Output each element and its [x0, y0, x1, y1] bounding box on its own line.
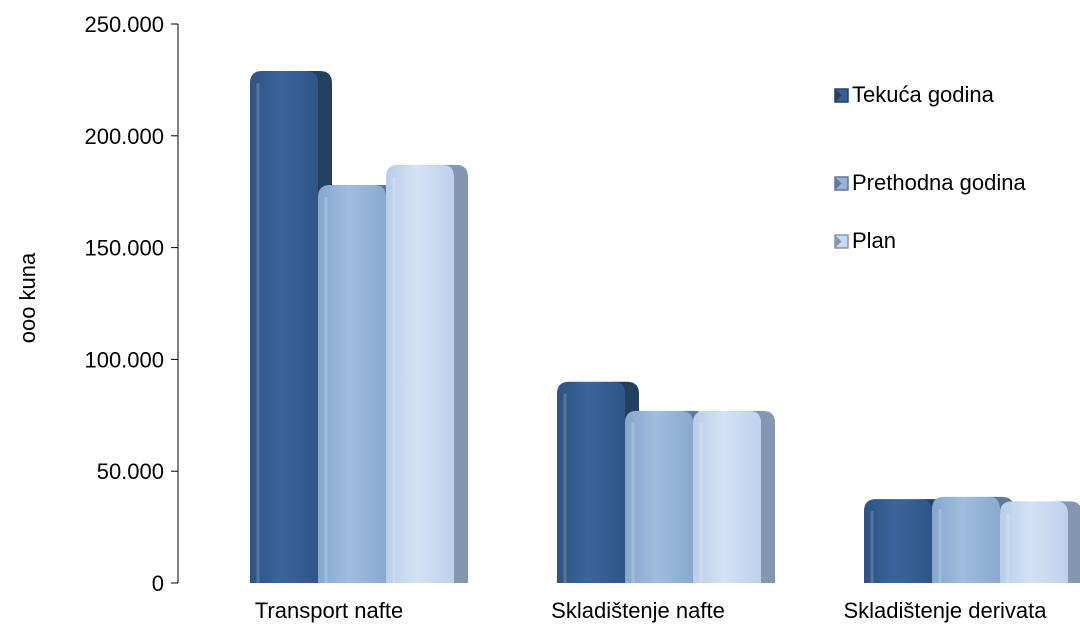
legend-swatch-shade: [835, 235, 842, 248]
y-tick-label: 50.000: [97, 459, 164, 484]
legend-label: Prethodna godina: [852, 170, 1026, 195]
y-tick-label: 100.000: [84, 347, 164, 372]
legend-item: Prethodna godina: [834, 170, 1026, 195]
legend: Tekuća godina Prethodna godina Plan: [834, 82, 1026, 253]
y-tick-label: 0: [152, 571, 164, 596]
x-axis-labels: Transport nafte Skladištenje nafte Skladiš…: [255, 598, 1047, 623]
bar-front: [318, 184, 386, 583]
legend-label: Plan: [852, 228, 896, 253]
bar-front: [386, 164, 454, 584]
bars-group: [250, 70, 1080, 584]
bar-front: [1000, 501, 1068, 583]
bar: [386, 164, 468, 584]
legend-item: Tekuća godina: [834, 82, 995, 107]
y-tick-label: 150.000: [84, 236, 164, 261]
x-category-label: Transport nafte: [255, 598, 403, 623]
bar: [693, 410, 775, 583]
y-axis-label: ooo kuna: [15, 252, 40, 343]
bar-front: [864, 499, 932, 583]
y-tick-label: 200.000: [84, 124, 164, 149]
legend-label: Tekuća godina: [852, 82, 995, 107]
bar-front: [250, 70, 318, 584]
bar-front: [625, 410, 693, 583]
y-axis: 0 50.000 100.000 150.000 200.000 250.000: [84, 12, 179, 596]
bar-front: [557, 381, 625, 583]
legend-swatch-shade: [835, 177, 842, 190]
bar-front: [693, 410, 761, 583]
x-category-label: Skladištenje nafte: [551, 598, 725, 623]
bar-front: [932, 496, 1000, 583]
bar: [1000, 501, 1080, 583]
legend-item: Plan: [834, 228, 896, 253]
legend-swatch-shade: [835, 89, 842, 102]
y-tick-label: 250.000: [84, 12, 164, 37]
x-category-label: Skladištenje derivata: [843, 598, 1047, 623]
